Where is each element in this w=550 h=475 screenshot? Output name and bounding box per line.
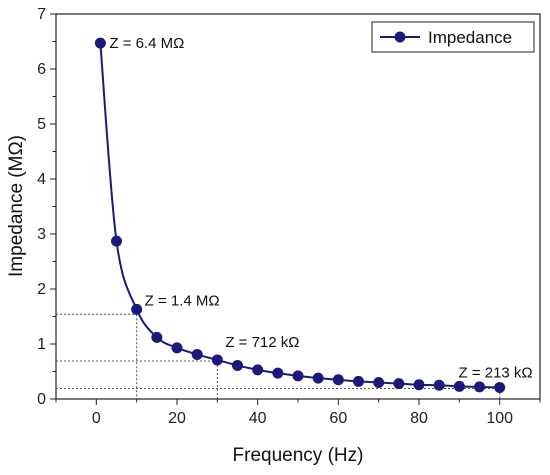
data-point [131,303,143,315]
y-axis-ticks: 0 1 2 3 4 5 6 7 [37,6,56,408]
data-point [272,367,284,379]
data-point [171,342,183,354]
data-point [393,378,405,390]
data-point [292,370,304,382]
y-tick-label: 0 [37,391,46,408]
data-point [373,377,385,388]
x-axis-ticks: 0 20 40 60 80 100 [55,399,541,427]
data-point [151,331,163,343]
data-point [312,372,324,384]
x-tick-label: 0 [92,410,101,427]
data-point [211,354,223,366]
data-point [474,381,485,393]
x-tick-label: 100 [486,410,513,427]
y-tick-label: 3 [37,226,46,243]
x-tick-label: 60 [329,410,347,427]
data-point [332,374,344,386]
data-point [413,379,425,391]
legend: Impedance [371,21,535,53]
data-point [453,380,465,392]
annotation-label: Z = 1.4 MΩ [145,292,220,309]
data-point [191,348,203,360]
annotation-label: Z = 6.4 MΩ [109,35,184,52]
data-point [94,37,106,49]
annotation-label: Z = 213 kΩ [458,364,532,381]
data-point [232,359,243,371]
y-tick-label: 7 [37,6,46,23]
legend-label: Impedance [428,28,512,47]
y-tick-label: 4 [37,171,46,188]
x-tick-label: 40 [249,410,267,427]
data-point [353,375,364,387]
reference-lines [56,313,501,399]
x-axis-label: Frequency (Hz) [233,445,364,466]
series-layer [94,37,506,393]
y-axis-label: Impedance (MΩ) [6,135,27,277]
x-tick-label: 80 [410,410,428,427]
y-tick-label: 2 [37,281,46,298]
data-point [252,364,264,376]
data-point [494,381,506,393]
annotation-label: Z = 712 kΩ [225,334,299,351]
x-tick-label: 20 [168,410,186,427]
annotation-layer: Z = 6.4 MΩ Z = 1.4 MΩ Z = 712 kΩ Z = 213 kΩ [109,35,532,381]
y-tick-label: 5 [37,116,46,133]
legend-marker [394,31,406,43]
y-tick-label: 1 [37,336,46,353]
data-point [433,379,445,391]
data-point [111,235,122,247]
impedance-series-line [99,43,500,389]
y-tick-label: 6 [37,61,46,78]
